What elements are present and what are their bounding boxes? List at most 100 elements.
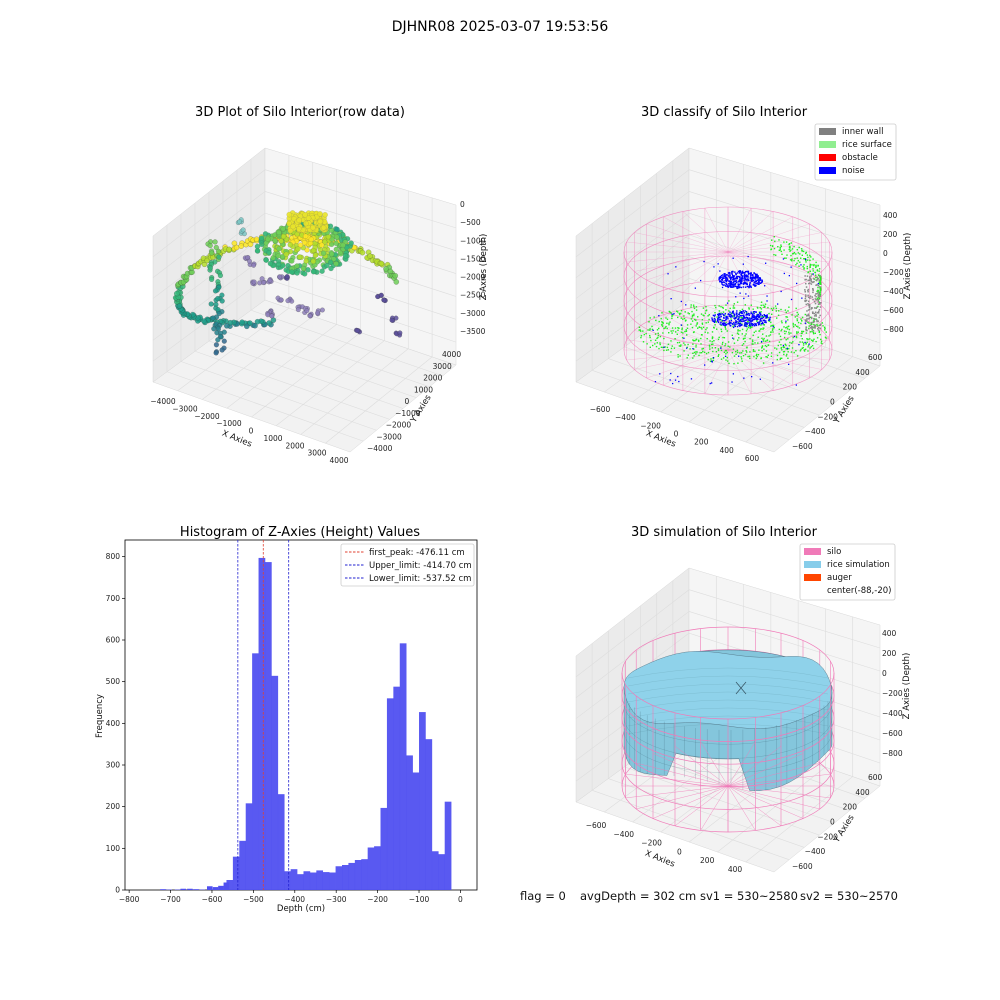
classify-point-noise bbox=[736, 287, 738, 290]
classify-point-inner-wall bbox=[813, 320, 816, 323]
classify-point-rice-surface bbox=[807, 271, 809, 273]
classify-point-noise bbox=[756, 274, 758, 277]
classify-point-rice-surface bbox=[678, 327, 680, 329]
classify-point-noise bbox=[746, 285, 749, 288]
classify-point-inner-wall bbox=[817, 303, 820, 305]
histogram-x-tick-label: −700 bbox=[160, 895, 181, 904]
simulation-plot-y-tick: 0 bbox=[830, 818, 835, 827]
raw-data-point bbox=[319, 268, 325, 274]
classify-point-rice-surface bbox=[703, 315, 705, 317]
classify-point-rice-surface bbox=[812, 258, 814, 260]
classify-point-rice-surface bbox=[756, 355, 758, 358]
classify-point-rice-surface bbox=[693, 314, 695, 317]
classify-point-noise bbox=[739, 270, 741, 272]
classify-point-rice-surface bbox=[715, 306, 717, 309]
raw-data-point bbox=[295, 246, 301, 252]
classify-point-rice-surface bbox=[683, 350, 685, 352]
classify-point-rice-surface bbox=[785, 355, 788, 357]
classify-point-noise bbox=[756, 315, 759, 318]
classify-point-rice-surface bbox=[695, 339, 697, 341]
classify-point-rice-surface bbox=[783, 241, 785, 243]
classify-point-noise bbox=[746, 274, 748, 276]
classify-point-noise bbox=[744, 321, 746, 324]
raw-data-point bbox=[305, 267, 311, 273]
classify-point-noise bbox=[725, 278, 727, 280]
classify-point-noise bbox=[713, 321, 716, 323]
classify-point-rice-surface bbox=[780, 338, 782, 341]
classify-point-rice-surface bbox=[811, 328, 813, 331]
classify-point-rice-surface bbox=[731, 351, 734, 354]
classify-silo-spoke bbox=[634, 330, 729, 351]
classify-point-noise bbox=[721, 286, 724, 289]
classify-point-rice-surface bbox=[783, 257, 786, 259]
raw-data-point bbox=[321, 225, 327, 231]
histogram-bar bbox=[303, 871, 311, 890]
classify-point-noise bbox=[753, 316, 755, 319]
classify-point-noise bbox=[726, 284, 729, 286]
classify-point-inner-wall bbox=[815, 296, 817, 298]
raw-plot-grid-y bbox=[180, 361, 377, 431]
classify-point-rice-surface bbox=[750, 326, 752, 328]
classify-point-noise bbox=[736, 323, 738, 325]
simulation-silo-spoke bbox=[700, 741, 729, 787]
classify-point-rice-surface bbox=[709, 340, 711, 342]
classify-point-rice-surface bbox=[668, 310, 670, 313]
raw-data-point bbox=[321, 250, 327, 256]
classify-point-rice-surface bbox=[725, 321, 727, 324]
classify-point-rice-surface bbox=[770, 325, 772, 327]
simulation-plot-x-tick: −600 bbox=[586, 821, 607, 830]
classify-silo-spoke bbox=[727, 349, 830, 361]
classify-point-rice-surface bbox=[651, 325, 653, 328]
classify-point-noise bbox=[745, 314, 747, 316]
classify-point-rice-surface bbox=[763, 348, 765, 350]
simulation-silo-spoke bbox=[727, 785, 756, 831]
classify-point-rice-surface bbox=[670, 330, 672, 332]
classify-point-rice-surface bbox=[793, 351, 795, 354]
classify-point-rice-surface bbox=[795, 264, 797, 266]
classify-point-noise bbox=[742, 318, 744, 320]
classify-point-noise bbox=[765, 316, 768, 319]
classify-plot-z-tick: 0 bbox=[883, 249, 888, 258]
raw-data-point bbox=[340, 242, 346, 248]
classify-silo-spoke bbox=[646, 223, 729, 253]
classify-point-noise bbox=[729, 285, 731, 287]
classify-point-rice-surface bbox=[763, 324, 766, 326]
classify-point-noise bbox=[739, 292, 741, 294]
classify-point-noise bbox=[714, 319, 716, 321]
classify-point-noise bbox=[751, 277, 754, 280]
classify-point-noise bbox=[804, 341, 806, 344]
classify-point-noise bbox=[747, 295, 750, 297]
classify-point-rice-surface bbox=[683, 342, 685, 344]
classify-point-noise bbox=[721, 313, 724, 315]
classify-point-rice-surface bbox=[693, 307, 696, 310]
classify-point-noise bbox=[733, 313, 735, 315]
raw-data-point bbox=[328, 259, 334, 265]
raw-plot-x-tick: −3000 bbox=[172, 404, 198, 413]
classify-point-rice-surface bbox=[720, 358, 723, 360]
classify-point-rice-surface bbox=[695, 306, 698, 308]
classify-point-noise bbox=[737, 322, 740, 324]
classify-point-rice-surface bbox=[798, 265, 800, 267]
classify-point-rice-surface bbox=[807, 346, 809, 348]
classify-point-rice-surface bbox=[811, 264, 813, 266]
classify-point-inner-wall bbox=[812, 312, 814, 314]
histogram-bar bbox=[207, 886, 213, 890]
classify-point-noise bbox=[739, 281, 741, 283]
classify-point-rice-surface bbox=[712, 350, 714, 353]
classify-point-noise bbox=[741, 275, 743, 278]
histogram-bar bbox=[342, 865, 349, 890]
classify-legend-box bbox=[814, 123, 897, 181]
raw-data-point bbox=[244, 323, 250, 329]
classify-point-rice-surface bbox=[787, 351, 789, 353]
classify-point-noise bbox=[737, 283, 739, 285]
histogram-bar bbox=[193, 889, 199, 890]
classify-point-rice-surface bbox=[701, 319, 704, 321]
classify-point-noise bbox=[750, 320, 753, 322]
classify-silo-spoke bbox=[727, 349, 822, 370]
raw-plot-x-tick: 0 bbox=[249, 427, 254, 436]
classify-point-rice-surface bbox=[717, 338, 720, 341]
classify-point-rice-surface bbox=[650, 339, 652, 342]
classify-point-rice-surface bbox=[813, 264, 815, 267]
classify-point-rice-surface bbox=[716, 316, 718, 318]
classify-point-noise bbox=[740, 318, 742, 321]
